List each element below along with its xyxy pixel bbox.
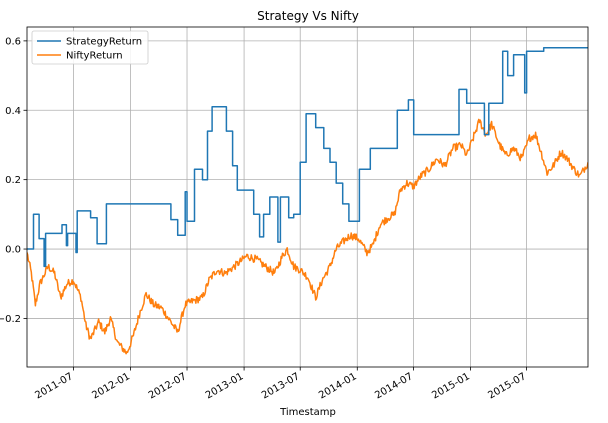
x-tick-label: 2014-01 — [317, 371, 359, 401]
x-tick-label: 2012-07 — [147, 371, 189, 401]
y-axis: −0.2 0.0 0.2 0.4 0.6 — [0, 36, 27, 325]
x-tick-label: 2015-01 — [430, 371, 472, 401]
plot-frame — [26, 26, 589, 368]
x-tick-label: 2011-07 — [33, 371, 75, 401]
x-axis: 2011-07 2012-01 2012-07 2013-01 2013-07 2014-… — [33, 367, 528, 401]
y-tick-label: 0.2 — [5, 175, 21, 186]
chart-title: Strategy Vs Nifty — [257, 9, 359, 23]
x-axis-label: Timestamp — [279, 407, 336, 418]
x-tick-label: 2013-01 — [204, 371, 246, 401]
y-tick-label: 0.4 — [5, 106, 21, 117]
legend-label-nifty: NiftyReturn — [66, 51, 123, 62]
grid — [27, 27, 588, 367]
x-tick-label: 2014-07 — [373, 371, 415, 401]
x-tick-label: 2013-07 — [260, 371, 302, 401]
x-tick-label: 2012-01 — [90, 371, 132, 401]
y-tick-label: 0.0 — [5, 245, 21, 256]
series-layer — [27, 47, 588, 355]
legend-label-strategy: StrategyReturn — [66, 37, 142, 48]
series-line-strategyreturn — [27, 47, 588, 268]
y-tick-label: 0.6 — [5, 36, 21, 47]
y-tick-label: −0.2 — [0, 314, 21, 325]
series-line-niftyreturn — [27, 118, 588, 355]
x-tick-label: 2015-07 — [486, 371, 528, 401]
legend: StrategyReturn NiftyReturn — [31, 30, 149, 65]
